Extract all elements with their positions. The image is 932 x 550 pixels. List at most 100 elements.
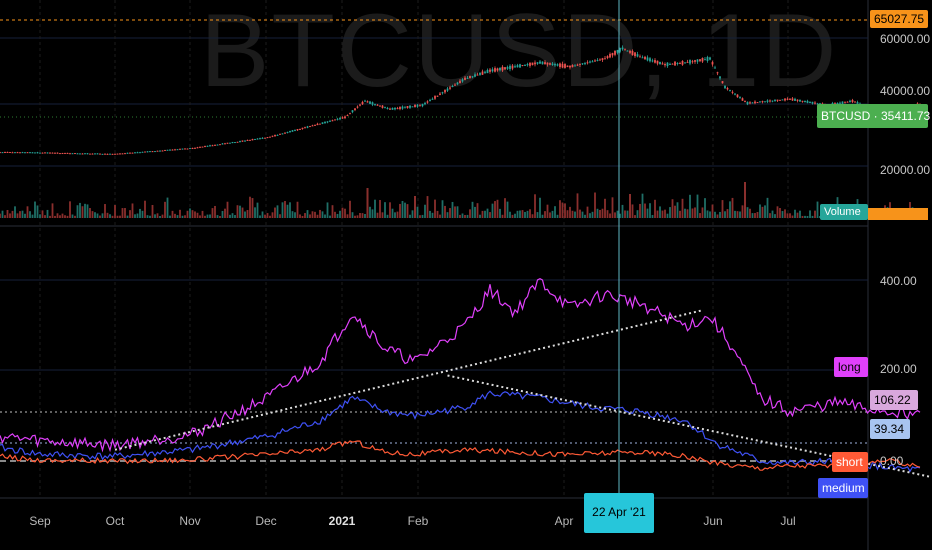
candle-body <box>541 61 544 65</box>
candle-body <box>801 100 804 102</box>
candle-body <box>819 103 821 105</box>
candle-body <box>234 142 236 144</box>
volume-bar <box>4 215 6 218</box>
volume-bar <box>664 209 666 218</box>
candle-body <box>284 132 286 134</box>
candle-body <box>559 63 561 68</box>
volume-bar <box>116 215 119 218</box>
volume-bar <box>759 204 761 218</box>
volume-bar <box>611 197 614 218</box>
volume-bar <box>351 212 354 218</box>
candle-body <box>686 61 689 63</box>
candle-body <box>524 64 526 66</box>
volume-bar <box>251 198 254 218</box>
volume-bar <box>811 215 814 218</box>
volume-bar <box>444 205 446 218</box>
volume-bar <box>146 215 149 218</box>
volume-bar <box>14 206 16 218</box>
x-axis-label: Apr <box>554 514 574 528</box>
candle-body <box>96 153 99 155</box>
volume-bar <box>64 215 66 218</box>
candle-body <box>31 152 34 154</box>
volume-bar <box>766 197 769 218</box>
candle-body <box>364 100 366 102</box>
volume-bar <box>511 214 514 218</box>
volume-bar <box>799 210 801 218</box>
volume-bar <box>269 215 271 218</box>
volume-bar <box>509 211 511 218</box>
candle-body <box>324 121 326 124</box>
volume-bar <box>441 200 444 218</box>
candle-body <box>576 64 579 66</box>
volume-bar <box>491 203 494 218</box>
candle-body <box>584 63 586 65</box>
volume-bar <box>74 215 76 218</box>
volume-bar <box>339 210 341 218</box>
volume-bar <box>716 214 719 218</box>
volume-bar <box>789 213 791 218</box>
volume-spike <box>414 196 416 218</box>
candle-body <box>136 152 139 154</box>
volume-bar <box>751 213 754 218</box>
candle-body <box>49 152 51 154</box>
volume-bar <box>646 208 649 218</box>
volume-bar <box>506 201 509 218</box>
volume-bar <box>489 212 491 218</box>
volume-bar <box>641 193 644 218</box>
volume-bar <box>291 211 294 218</box>
volume-bar <box>86 204 89 218</box>
candle-body <box>546 62 549 65</box>
volume-bar <box>376 212 379 218</box>
volume-bar <box>61 213 64 218</box>
candle-body <box>376 104 379 106</box>
candle-body <box>519 64 521 68</box>
price-axis-label: 20000.00 <box>880 163 931 177</box>
volume-bar <box>26 206 29 218</box>
volume-bar <box>381 212 384 218</box>
volume-bar <box>486 208 489 218</box>
long-label-tag: long <box>834 357 868 377</box>
candle-body <box>421 104 424 107</box>
volume-bar <box>331 205 334 218</box>
volume-bar <box>174 213 176 218</box>
candle-body <box>434 96 436 99</box>
candle-body <box>651 60 654 62</box>
volume-bar <box>501 214 504 218</box>
volume-bar <box>804 215 806 218</box>
candle-body <box>549 63 551 65</box>
candle-body <box>149 151 151 153</box>
volume-bar <box>494 201 496 218</box>
candle-body <box>514 66 516 68</box>
candle-body <box>574 65 576 67</box>
candle-body <box>249 139 251 141</box>
volume-bar <box>456 206 459 218</box>
volume-bar <box>99 215 101 218</box>
volume-bar <box>354 215 356 218</box>
candle-body <box>719 76 721 79</box>
candle-body <box>504 67 506 70</box>
volume-bar <box>166 197 169 218</box>
candle-body <box>394 107 396 110</box>
volume-bar <box>301 215 304 218</box>
candle-body <box>89 153 91 155</box>
candle-body <box>851 100 854 103</box>
volume-bar <box>324 214 326 218</box>
long-series <box>0 278 921 453</box>
candle-body <box>114 153 116 155</box>
volume-bar <box>616 210 619 218</box>
candle-body <box>666 62 669 67</box>
candle-body <box>766 100 769 102</box>
volume-bar <box>259 215 261 218</box>
volume-bar <box>779 208 781 218</box>
volume-bar <box>246 210 249 218</box>
short-label-tag: short <box>832 452 868 472</box>
volume-bar <box>216 215 219 218</box>
candle-body <box>724 85 726 89</box>
candle-body <box>759 101 761 103</box>
volume-bar <box>171 210 174 218</box>
candle-body <box>776 99 779 101</box>
candle-body <box>749 102 751 104</box>
volume-bar <box>504 198 506 218</box>
candle-body <box>804 100 806 103</box>
